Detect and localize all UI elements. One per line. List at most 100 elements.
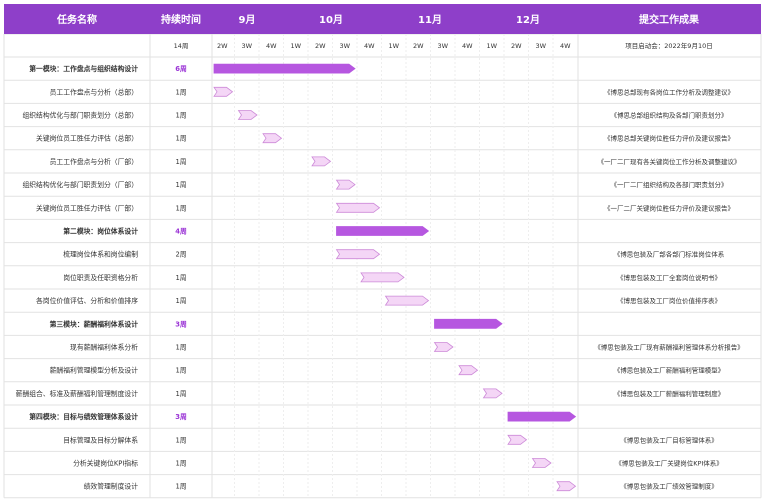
task-name: 目标管理及目标分解体系 — [63, 435, 138, 444]
task-bar — [360, 272, 405, 283]
duration-value: 1周 — [175, 436, 186, 444]
task-bar — [507, 434, 528, 445]
result-text: 《博思包装及工厂目标管理体系》 — [620, 435, 718, 444]
result-text: 《博思包装及工厂现有薪酬福利管理体系分析报告》 — [594, 343, 744, 352]
task-bar — [311, 156, 332, 167]
header-month-nov: 11月 — [418, 14, 442, 26]
duration-value: 1周 — [175, 297, 186, 305]
module-bar — [507, 411, 577, 422]
task-bar — [262, 133, 283, 144]
duration-value: 3周 — [175, 412, 187, 421]
task-name: 关键岗位员工胜任力评估（厂部） — [36, 203, 138, 212]
task-name: 梳理岗位体系和岗位编制 — [63, 250, 138, 259]
task-bar — [482, 388, 503, 399]
task-bar — [335, 249, 381, 260]
task-name: 员工工作盘点与分析（总部） — [50, 87, 138, 96]
result-text: 《一厂二厂现有各关键岗位工作分析及调整建议》 — [598, 157, 741, 166]
duration-value: 1周 — [175, 390, 186, 398]
task-name: 各岗位价值评估、分析和价值排序 — [36, 296, 138, 305]
task-bar — [531, 458, 552, 468]
result-text: 《博思包装及工厂绩效管理制度》 — [620, 482, 718, 491]
result-text: 《一厂二厂组织结构及各部门职责划分》 — [611, 180, 728, 189]
week-label: 2W — [413, 42, 424, 50]
task-bar — [213, 86, 234, 97]
task-name: 岗位职责及任职资格分析 — [63, 273, 138, 282]
header-background — [4, 4, 761, 34]
header-task-name: 任务名称 — [56, 13, 97, 26]
duration-value: 4周 — [175, 227, 187, 236]
week-label: 1W — [388, 42, 399, 50]
module-name: 第一模块：工作盘点与组织结构设计 — [29, 64, 138, 73]
result-text: 《博思总部现有各岗位工作分析及调整建议》 — [604, 87, 734, 96]
week-label: 3W — [535, 42, 546, 50]
total-duration: 14周 — [174, 42, 189, 50]
task-bar — [384, 295, 430, 306]
result-text: 《博思总部关键岗位胜任力评价及建议报告》 — [604, 134, 734, 143]
task-name: 分析关键岗位KPI指标 — [73, 459, 138, 468]
project-start-date: 项目启动会：2022年9月10日 — [625, 41, 712, 50]
task-bar — [237, 110, 258, 120]
result-text: 《一厂二厂关键岗位胜任力评价及建议报告》 — [604, 203, 734, 212]
week-label: 3W — [339, 42, 350, 50]
duration-value: 6周 — [175, 64, 187, 73]
task-name: 绩效管理制度设计 — [84, 482, 139, 491]
result-text: 《博思包装及工厂关键岗位KPI体系》 — [615, 459, 723, 468]
duration-value: 1周 — [175, 135, 186, 143]
duration-value: 1周 — [175, 88, 186, 96]
week-label: 2W — [315, 42, 326, 50]
task-name: 现有薪酬福利体系分析 — [70, 343, 138, 352]
result-text: 《博思包装及工厂全套岗位说明书》 — [617, 273, 721, 282]
duration-value: 1周 — [175, 204, 186, 212]
task-bar — [433, 342, 454, 352]
module-bar — [336, 226, 430, 236]
week-label: 1W — [486, 42, 497, 50]
duration-value: 1周 — [175, 181, 186, 189]
task-bar — [458, 365, 479, 376]
header-results: 提交工作成果 — [639, 13, 700, 26]
module-name: 第二模块：岗位体系设计 — [63, 227, 138, 236]
module-bar — [434, 318, 503, 329]
header-month-sep: 9月 — [239, 14, 256, 26]
week-label: 4W — [462, 42, 473, 50]
result-text: 《博思总部组织结构及各部门职责划分》 — [611, 111, 728, 120]
duration-value: 2周 — [175, 251, 186, 259]
week-label: 3W — [437, 42, 448, 50]
duration-value: 1周 — [175, 460, 186, 468]
task-name: 组织结构优化与部门职责划分（总部） — [22, 111, 138, 120]
header-month-dec: 12月 — [516, 14, 540, 26]
week-label: 2W — [511, 42, 522, 50]
task-name: 组织结构优化与部门职责划分（厂部） — [22, 180, 138, 189]
task-name: 薪酬福利管理模型分析及设计 — [50, 366, 139, 375]
week-labels: 2W 3W 4W 1W 2W 3W 4W 1W 2W 3W 4W 1W 2W 3W 4W — [217, 42, 571, 50]
week-label: 1W — [290, 42, 301, 50]
result-text: 《博思包装及工厂薪酬福利管理制度》 — [614, 389, 725, 398]
duration-value: 3周 — [175, 319, 187, 328]
grid-lines — [3, 4, 762, 499]
task-name: 员工工作盘点与分析（厂部） — [50, 157, 138, 166]
task-bar — [335, 179, 356, 190]
duration-value: 1周 — [175, 158, 186, 166]
task-name: 薪酬组合、标准及薪酬福利管理制度设计 — [16, 389, 139, 398]
duration-value: 1周 — [175, 274, 186, 282]
duration-value: 1周 — [175, 367, 186, 375]
task-name: 关键岗位员工胜任力评估（总部） — [36, 134, 138, 143]
result-text: 《博思包装及厂部各部门标准岗位体系 — [614, 250, 725, 259]
week-label: 2W — [217, 42, 228, 50]
header-duration: 持续时间 — [161, 13, 201, 26]
task-bar — [556, 481, 577, 492]
week-label: 4W — [266, 42, 277, 50]
module-bar — [213, 63, 356, 74]
duration-value: 1周 — [175, 112, 186, 120]
module-name: 第四模块：目标与绩效管理体系设计 — [29, 412, 138, 421]
duration-value: 1周 — [175, 344, 186, 352]
result-text: 《博思包装及工厂岗位价值排序表》 — [617, 296, 721, 305]
week-label: 3W — [241, 42, 252, 50]
result-text: 《博思包装及工厂薪酬福利管理模型》 — [614, 366, 725, 375]
module-name: 第三模块：薪酬福利体系设计 — [50, 319, 139, 328]
duration-value: 1周 — [175, 483, 186, 491]
header-month-oct: 10月 — [319, 14, 343, 26]
week-label: 4W — [364, 42, 375, 50]
task-bar — [335, 202, 381, 213]
